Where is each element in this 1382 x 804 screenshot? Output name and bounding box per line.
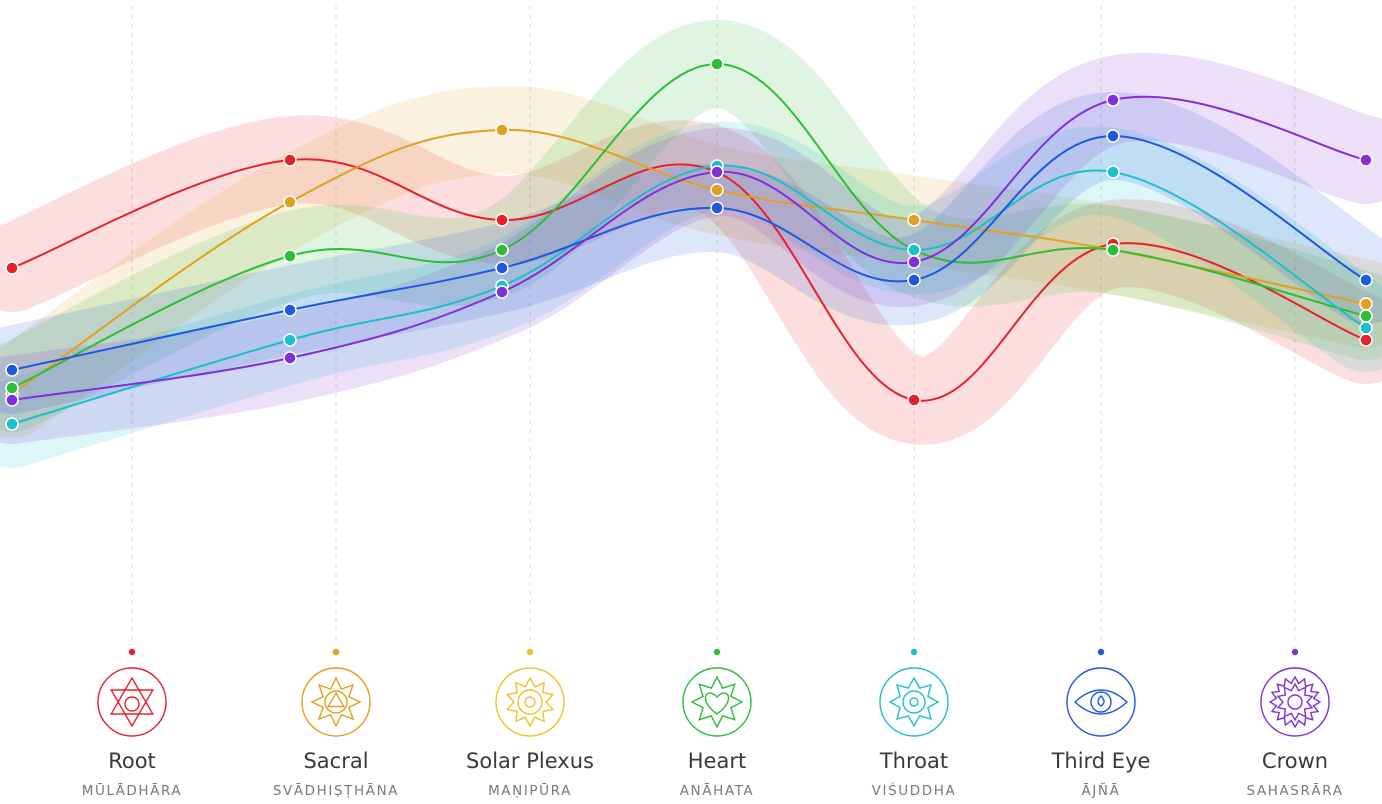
data-point (283, 249, 297, 263)
data-point (1359, 333, 1373, 347)
root-chakra-icon (97, 667, 167, 737)
category-labels: Root MŪLĀDHĀRA Sacral SVĀDHIṢṬHĀNA Solar Ple… (82, 648, 1343, 799)
data-point (1359, 321, 1373, 335)
category-sublabel: MAṆIPŪRA (488, 782, 572, 799)
category-marker (910, 648, 918, 656)
data-point (283, 351, 297, 365)
category-sublabel: ANĀHATA (680, 782, 755, 799)
category-sublabel: ĀJÑĀ (1082, 782, 1121, 799)
data-point (495, 285, 509, 299)
data-point (1106, 129, 1120, 143)
grid-lines (131, 6, 1296, 640)
category-label: Solar Plexus (466, 749, 594, 773)
category-sublabel: MŪLĀDHĀRA (82, 782, 183, 799)
category-sublabel: VIŚUDDHA (872, 781, 957, 799)
category-marker (332, 648, 340, 656)
third-eye-chakra-icon (1066, 667, 1136, 737)
data-point (907, 393, 921, 407)
data-point (1359, 153, 1373, 167)
data-point (710, 201, 724, 215)
data-point (907, 213, 921, 227)
data-point (907, 255, 921, 269)
crown-chakra-icon (1260, 667, 1330, 737)
category-label: Sacral (303, 749, 368, 773)
data-point (710, 165, 724, 179)
data-point (710, 57, 724, 71)
confidence-bands (0, 20, 1382, 468)
category-label: Throat (879, 749, 948, 773)
category-marker (713, 648, 721, 656)
sacral-chakra-icon (301, 667, 371, 737)
category-label: Heart (688, 749, 746, 773)
throat-chakra-icon (879, 667, 949, 737)
category-marker (1097, 648, 1105, 656)
data-point (1359, 309, 1373, 323)
data-point (283, 303, 297, 317)
category-marker (526, 648, 534, 656)
category-marker (128, 648, 136, 656)
data-points (5, 57, 1373, 431)
data-point (5, 393, 19, 407)
data-point (495, 243, 509, 257)
category-label: Root (108, 749, 156, 773)
data-point (495, 213, 509, 227)
data-point (5, 261, 19, 275)
solar-plexus-chakra-icon (495, 667, 565, 737)
category-sublabel: SAHASRĀRA (1246, 782, 1343, 799)
data-point (495, 123, 509, 137)
category-label: Crown (1262, 749, 1328, 773)
data-point (1359, 297, 1373, 311)
data-point (1359, 273, 1373, 287)
data-point (5, 363, 19, 377)
category-marker (1291, 648, 1299, 656)
data-point (5, 417, 19, 431)
data-point (1106, 93, 1120, 107)
data-point (283, 333, 297, 347)
data-point (1106, 165, 1120, 179)
category-sublabel: SVĀDHIṢṬHĀNA (273, 782, 399, 799)
data-point (283, 195, 297, 209)
category-label: Third Eye (1051, 749, 1151, 773)
heart-chakra-icon (682, 667, 752, 737)
data-point (907, 273, 921, 287)
data-point (1106, 243, 1120, 257)
data-point (5, 381, 19, 395)
data-point (710, 183, 724, 197)
data-point (283, 153, 297, 167)
data-point (495, 261, 509, 275)
data-point (907, 243, 921, 257)
